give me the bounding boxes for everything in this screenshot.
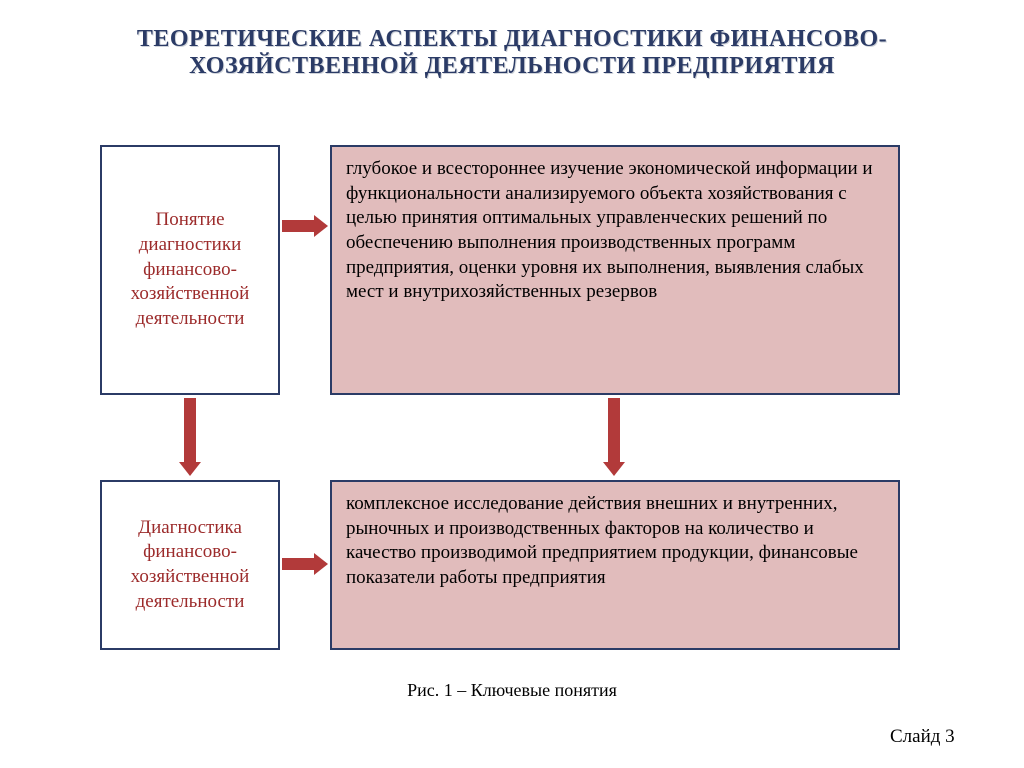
box-b-body-text: комплексное исследование действия внешни… (346, 492, 884, 591)
slide: ТЕОРЕТИЧЕСКИЕ АСПЕКТЫ ДИАГНОСТИКИ ФИНАНС… (0, 0, 1024, 768)
arrow-b-to-bbody (282, 553, 328, 575)
box-a-label-text: Понятие диагностики финансово-хозяйствен… (116, 208, 264, 331)
figure-caption: Рис. 1 – Ключевые понятия (0, 680, 1024, 701)
slide-title: ТЕОРЕТИЧЕСКИЕ АСПЕКТЫ ДИАГНОСТИКИ ФИНАНС… (0, 26, 1024, 80)
arrow-a-to-abody (282, 215, 328, 237)
slide-title-line1: ТЕОРЕТИЧЕСКИЕ АСПЕКТЫ ДИАГНОСТИКИ ФИНАНС… (0, 26, 1024, 53)
box-b-label: Диагностика финансово-хозяйственной деят… (100, 480, 280, 650)
box-a-label: Понятие диагностики финансово-хозяйствен… (100, 145, 280, 395)
box-b-label-text: Диагностика финансово-хозяйственной деят… (116, 516, 264, 615)
slide-title-line2: ХОЗЯЙСТВЕННОЙ ДЕЯТЕЛЬНОСТИ ПРЕДПРИЯТИЯ (0, 53, 1024, 80)
box-b-body: комплексное исследование действия внешни… (330, 480, 900, 650)
arrow-a-to-b (179, 398, 201, 476)
slide-number: Слайд 3 (890, 726, 955, 748)
box-a-body-text: глубокое и всестороннее изучение экономи… (346, 157, 884, 305)
arrow-abody-to-bbody (603, 398, 625, 476)
box-a-body: глубокое и всестороннее изучение экономи… (330, 145, 900, 395)
